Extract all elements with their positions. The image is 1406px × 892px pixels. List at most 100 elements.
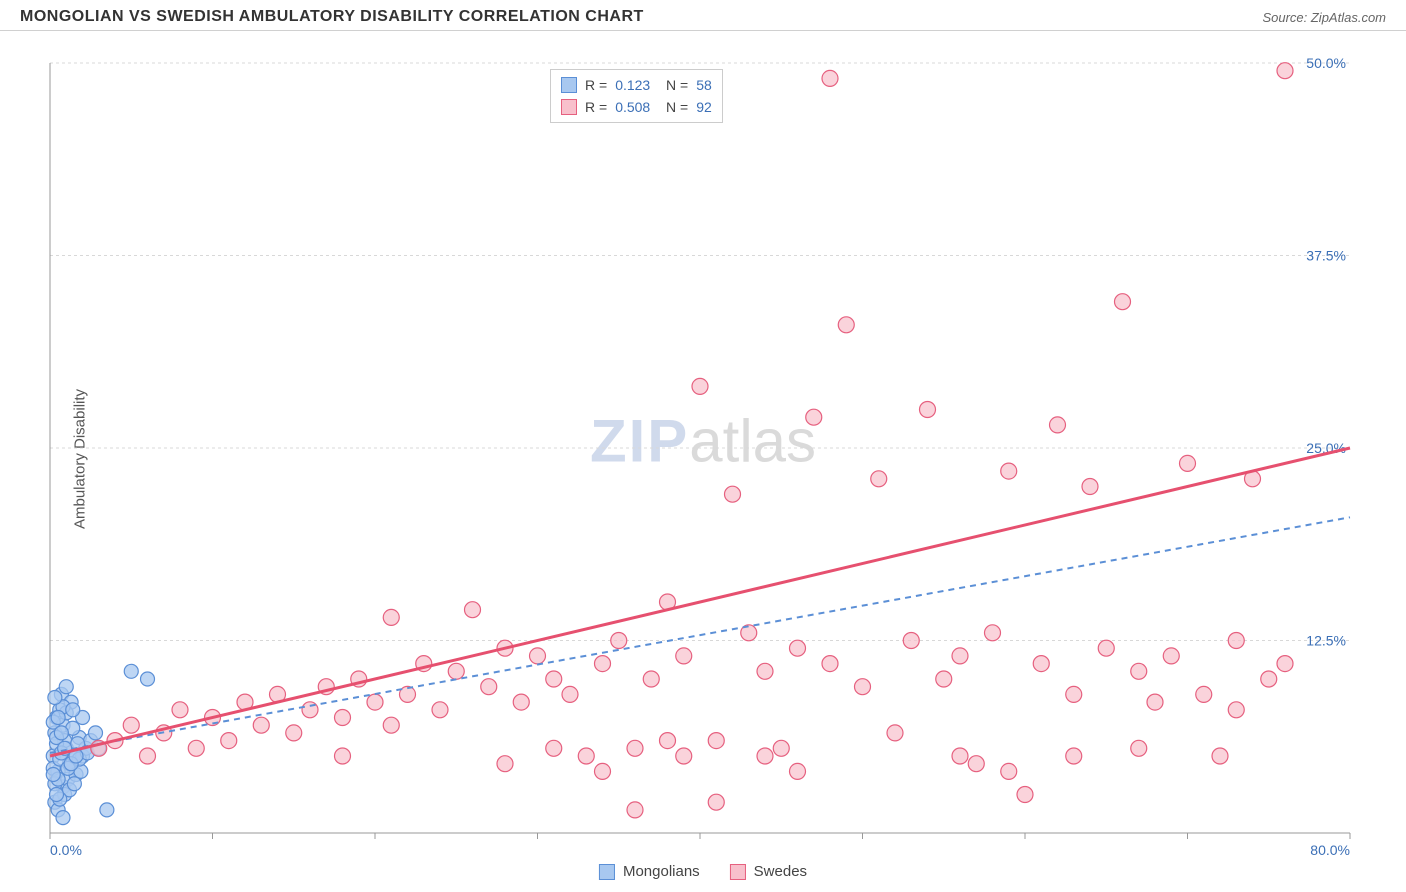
legend-n-value: 58	[696, 74, 712, 96]
legend-series-label: Mongolians	[623, 863, 700, 880]
data-point-swedes	[188, 740, 204, 756]
data-point-swedes	[1163, 648, 1179, 664]
data-point-swedes	[1261, 671, 1277, 687]
legend-r-label: R =	[585, 74, 607, 96]
data-point-swedes	[773, 740, 789, 756]
data-point-swedes	[1082, 479, 1098, 495]
scatter-chart: 12.5%25.0%37.5%50.0%0.0%80.0%	[0, 31, 1406, 886]
data-point-swedes	[643, 671, 659, 687]
data-point-swedes	[838, 317, 854, 333]
chart-header: MONGOLIAN VS SWEDISH AMBULATORY DISABILI…	[0, 0, 1406, 31]
data-point-mongolians	[59, 680, 73, 694]
data-point-swedes	[335, 710, 351, 726]
data-point-swedes	[757, 748, 773, 764]
data-point-swedes	[253, 717, 269, 733]
data-point-mongolians	[51, 711, 65, 725]
data-point-swedes	[676, 648, 692, 664]
data-point-swedes	[595, 656, 611, 672]
data-point-swedes	[595, 763, 611, 779]
data-point-swedes	[286, 725, 302, 741]
legend-swatch	[730, 864, 746, 880]
data-point-swedes	[465, 602, 481, 618]
data-point-swedes	[822, 656, 838, 672]
data-point-swedes	[676, 748, 692, 764]
data-point-mongolians	[46, 767, 60, 781]
y-tick-label: 12.5%	[1306, 633, 1346, 649]
data-point-mongolians	[100, 803, 114, 817]
chart-area: Ambulatory Disability ZIPatlas 12.5%25.0…	[0, 31, 1406, 886]
data-point-mongolians	[67, 777, 81, 791]
data-point-swedes	[367, 694, 383, 710]
data-point-swedes	[806, 409, 822, 425]
data-point-swedes	[952, 748, 968, 764]
data-point-swedes	[1098, 640, 1114, 656]
legend-swatch	[561, 77, 577, 93]
legend-n-label: N =	[658, 96, 688, 118]
legend-series-label: Swedes	[754, 863, 807, 880]
data-point-swedes	[903, 633, 919, 649]
legend-r-value: 0.123	[615, 74, 650, 96]
data-point-swedes	[985, 625, 1001, 641]
data-point-swedes	[1131, 663, 1147, 679]
data-point-swedes	[1212, 748, 1228, 764]
data-point-swedes	[383, 609, 399, 625]
legend-series-item: Mongolians	[599, 863, 700, 880]
data-point-swedes	[221, 733, 237, 749]
data-point-mongolians	[56, 811, 70, 825]
legend-corr-row: R =0.508 N =92	[561, 96, 712, 118]
data-point-swedes	[952, 648, 968, 664]
data-point-swedes	[920, 402, 936, 418]
data-point-swedes	[513, 694, 529, 710]
x-tick-label: 0.0%	[50, 842, 82, 858]
data-point-swedes	[855, 679, 871, 695]
data-point-swedes	[123, 717, 139, 733]
data-point-mongolians	[66, 703, 80, 717]
data-point-swedes	[1228, 702, 1244, 718]
data-point-swedes	[660, 733, 676, 749]
data-point-swedes	[1066, 686, 1082, 702]
legend-corr-row: R = 0.123 N = 58	[561, 74, 712, 96]
data-point-swedes	[546, 671, 562, 687]
data-point-swedes	[1131, 740, 1147, 756]
data-point-swedes	[1277, 63, 1293, 79]
data-point-swedes	[936, 671, 952, 687]
data-point-swedes	[1050, 417, 1066, 433]
data-point-swedes	[383, 717, 399, 733]
legend-r-label: R =	[585, 96, 607, 118]
legend-series-item: Swedes	[730, 863, 807, 880]
data-point-mongolians	[50, 788, 64, 802]
data-point-swedes	[562, 686, 578, 702]
legend-n-value: 92	[696, 96, 712, 118]
data-point-swedes	[708, 794, 724, 810]
data-point-swedes	[1066, 748, 1082, 764]
legend-swatch	[599, 864, 615, 880]
data-point-mongolians	[54, 726, 68, 740]
data-point-swedes	[1033, 656, 1049, 672]
data-point-swedes	[448, 663, 464, 679]
data-point-swedes	[627, 802, 643, 818]
data-point-swedes	[1115, 294, 1131, 310]
data-point-mongolians	[48, 690, 62, 704]
y-tick-label: 37.5%	[1306, 248, 1346, 264]
data-point-swedes	[172, 702, 188, 718]
data-point-swedes	[708, 733, 724, 749]
data-point-mongolians	[124, 664, 138, 678]
data-point-swedes	[725, 486, 741, 502]
legend-swatch	[561, 99, 577, 115]
data-point-swedes	[546, 740, 562, 756]
data-point-swedes	[432, 702, 448, 718]
legend-n-label: N =	[658, 74, 688, 96]
x-tick-label: 80.0%	[1310, 842, 1350, 858]
y-tick-label: 50.0%	[1306, 55, 1346, 71]
data-point-swedes	[627, 740, 643, 756]
data-point-swedes	[692, 378, 708, 394]
data-point-swedes	[302, 702, 318, 718]
data-point-swedes	[497, 756, 513, 772]
data-point-swedes	[871, 471, 887, 487]
chart-source: Source: ZipAtlas.com	[1262, 10, 1386, 25]
trend-line-mongolians	[50, 517, 1350, 753]
data-point-swedes	[578, 748, 594, 764]
data-point-swedes	[1147, 694, 1163, 710]
data-point-swedes	[1228, 633, 1244, 649]
data-point-swedes	[822, 70, 838, 86]
